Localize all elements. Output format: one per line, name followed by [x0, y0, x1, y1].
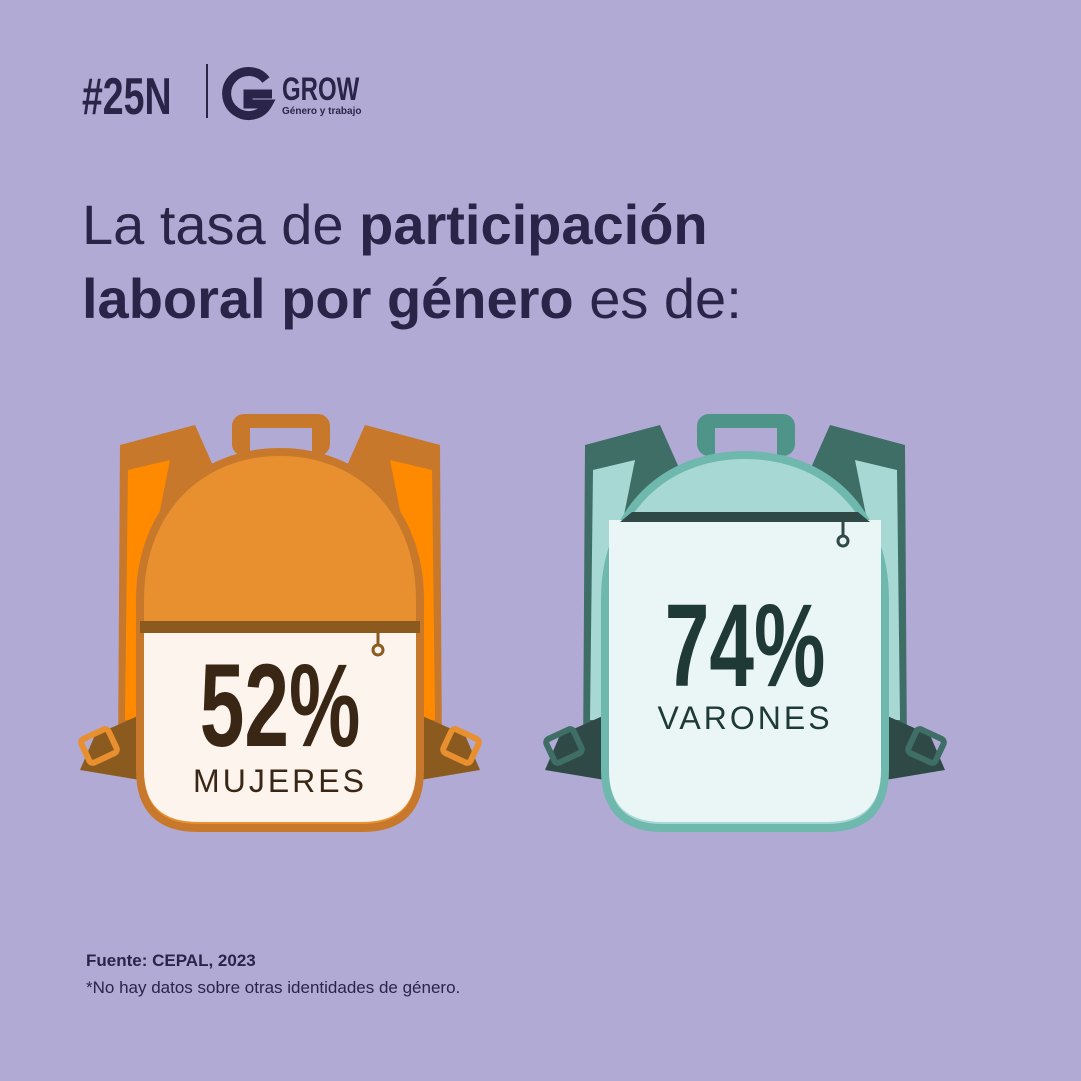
- source: Fuente: CEPAL, 2023: [86, 951, 256, 970]
- logo-name: GROW: [282, 71, 360, 107]
- item-label: MUJERES: [193, 763, 367, 799]
- title-text: es de:: [574, 267, 742, 330]
- item-value: 74%: [665, 581, 826, 712]
- title-text: La tasa de: [82, 193, 359, 256]
- item-value: 52%: [200, 641, 361, 772]
- backpack-green: [543, 414, 947, 832]
- title-line: La tasa de participación: [82, 193, 708, 256]
- hashtag: #25N: [82, 67, 171, 126]
- title-bold: laboral por género: [82, 267, 574, 330]
- title-bold: participación: [359, 193, 708, 256]
- logo-icon: [222, 67, 276, 121]
- logo-tagline: Género y trabajo: [282, 106, 361, 117]
- backpack-orange: [78, 414, 482, 832]
- title-line: laboral por género es de:: [82, 267, 742, 330]
- item-label: VARONES: [657, 700, 832, 736]
- note: *No hay datos sobre otras identidades de…: [86, 978, 460, 997]
